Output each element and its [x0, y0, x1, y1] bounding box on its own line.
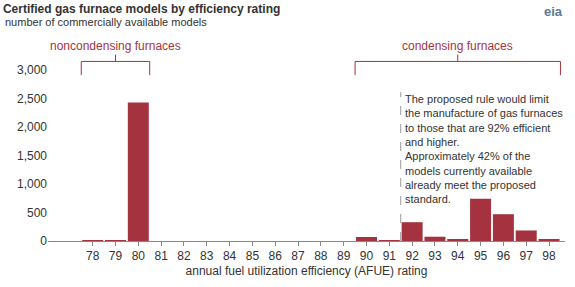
svg-text:95: 95 [474, 249, 488, 263]
svg-text:1,500: 1,500 [17, 149, 47, 163]
svg-text:85: 85 [246, 249, 260, 263]
svg-text:97: 97 [520, 249, 534, 263]
svg-text:eia: eia [544, 4, 563, 19]
svg-text:83: 83 [200, 249, 214, 263]
svg-text:2,000: 2,000 [17, 120, 47, 134]
svg-text:1,000: 1,000 [17, 177, 47, 191]
svg-text:condensing furnaces: condensing furnaces [402, 39, 513, 53]
svg-text:3,000: 3,000 [17, 63, 47, 77]
svg-text:500: 500 [27, 206, 47, 220]
svg-text:2,500: 2,500 [17, 92, 47, 106]
svg-text:94: 94 [451, 249, 465, 263]
svg-text:86: 86 [269, 249, 283, 263]
svg-text:90: 90 [360, 249, 374, 263]
svg-text:80: 80 [132, 249, 146, 263]
svg-text:93: 93 [428, 249, 442, 263]
svg-text:number of commercially availab: number of commercially available models [5, 16, 207, 28]
svg-text:84: 84 [223, 249, 237, 263]
svg-text:87: 87 [291, 249, 305, 263]
svg-text:91: 91 [383, 249, 397, 263]
svg-text:78: 78 [86, 249, 100, 263]
svg-text:The proposed rule would limitt: The proposed rule would limitthe manufac… [405, 93, 563, 205]
svg-text:96: 96 [497, 249, 511, 263]
svg-text:88: 88 [314, 249, 328, 263]
svg-text:Certified gas furnace models b: Certified gas furnace models by efficien… [3, 2, 280, 16]
svg-text:noncondensing furnaces: noncondensing furnaces [50, 39, 181, 53]
svg-text:98: 98 [542, 249, 556, 263]
svg-text:81: 81 [154, 249, 168, 263]
svg-text:annual fuel utilization effici: annual fuel utilization efficiency (AFUE… [186, 264, 428, 278]
svg-text:79: 79 [109, 249, 123, 263]
svg-text:92: 92 [405, 249, 419, 263]
svg-text:89: 89 [337, 249, 351, 263]
svg-text:82: 82 [177, 249, 191, 263]
svg-text:0: 0 [40, 234, 47, 248]
